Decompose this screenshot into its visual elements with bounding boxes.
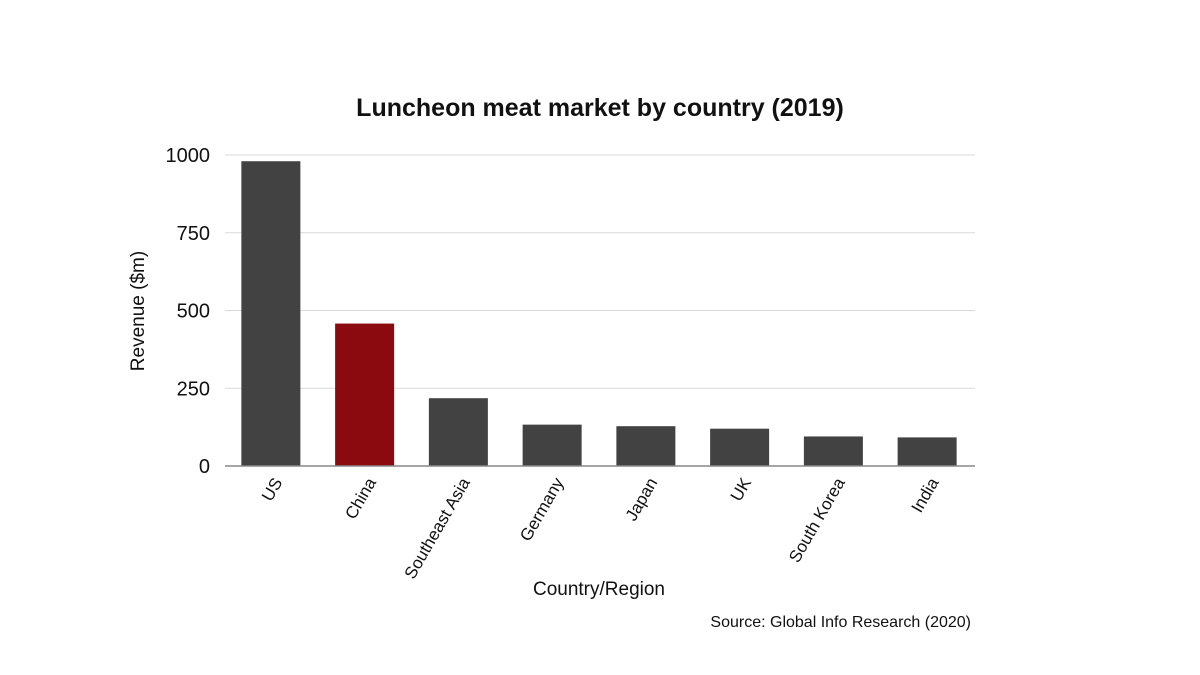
source-note: Source: Global Info Research (2020) [710,614,971,631]
y-tick-label: 750 [177,223,210,245]
x-tick-label: UK [727,474,756,505]
y-axis-title: Revenue ($m) [128,251,149,371]
bar-china [335,323,395,466]
x-tick-label: US [258,475,286,505]
bar-germany [522,424,582,466]
y-tick-label: 250 [177,378,210,400]
bar-uk [710,428,770,466]
x-tick-label: China [341,474,380,522]
bar-us [241,161,301,466]
bars [241,161,957,466]
bar-japan [616,426,676,466]
y-axis-ticks: 0 250 500 750 1000 [166,145,211,478]
y-tick-label: 500 [177,301,210,323]
gridlines [225,154,975,389]
x-tick-label: South Korea [785,474,849,566]
x-tick-label: Southeast Asia [401,474,474,582]
x-tick-label: Germany [516,474,568,544]
y-tick-label: 0 [199,456,210,478]
x-tick-label: India [908,474,943,516]
x-axis-title: Country/Region [533,579,665,600]
chart-title: Luncheon meat market by country (2019) [356,94,844,122]
bar-south-korea [803,436,863,466]
y-tick-label: 1000 [166,145,211,167]
bar-india [897,437,957,466]
bar-southeast-asia [428,398,488,466]
x-tick-label: Japan [622,475,662,525]
x-axis-ticks: US China Southeast Asia Germany Japan UK South… [258,474,943,582]
